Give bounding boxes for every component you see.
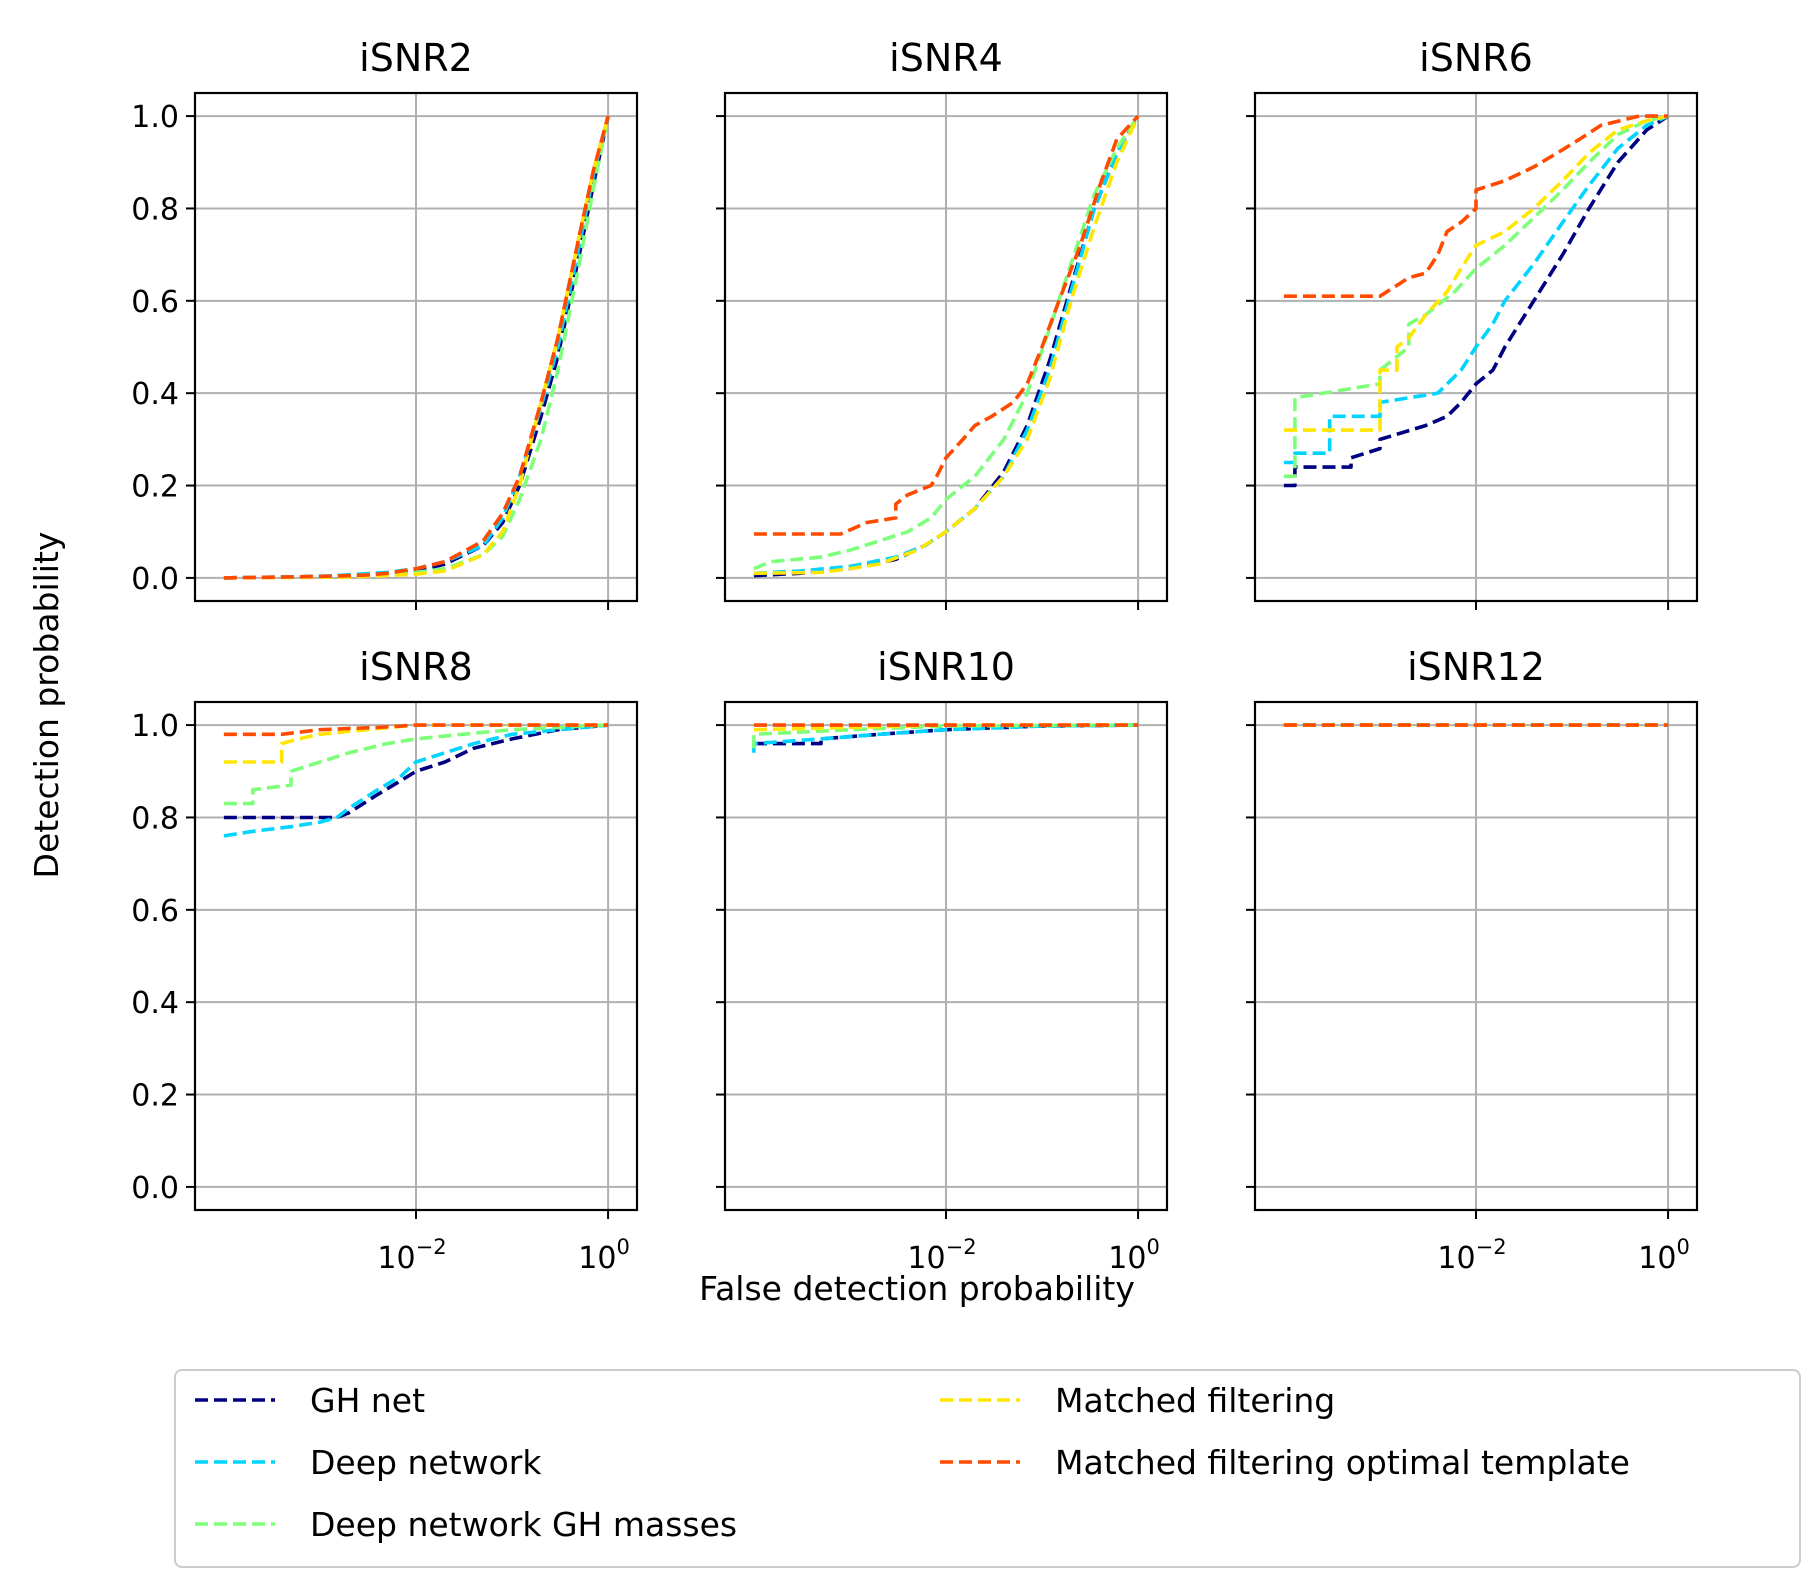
subplot-isnr2: 0.0 0.2 0.4 0.6 0.8 1.0 iSNR2 xyxy=(131,36,639,610)
series-line-matched-filtering-optimal-template xyxy=(223,723,609,737)
legend-entry: Deep network xyxy=(195,1443,542,1482)
y-tick-label: 0.6 xyxy=(131,894,179,929)
series-line-gh-net xyxy=(1283,114,1670,488)
series-group xyxy=(753,114,1140,578)
series-line-matched-filtering xyxy=(753,115,1140,576)
x-tick-label: 100 xyxy=(1638,1235,1690,1276)
y-tick-label: 1.0 xyxy=(131,709,179,744)
y-tick-label: 0.8 xyxy=(131,801,179,836)
x-tick-label: 100 xyxy=(1108,1235,1160,1276)
subplot-title: iSNR12 xyxy=(1407,645,1545,689)
series-line-deep-network-gh-masses xyxy=(1283,114,1669,479)
y-tick-label: 0.4 xyxy=(131,986,179,1021)
series-group xyxy=(223,723,609,838)
x-tick-label: 10−2 xyxy=(1437,1235,1506,1276)
subplot-title: iSNR10 xyxy=(877,645,1015,689)
legend: GH net Deep network Deep network GH masses… xyxy=(174,1369,1801,1568)
legend-label: Matched filtering xyxy=(1055,1381,1335,1420)
series-group xyxy=(223,115,610,580)
subplot-isnr6: iSNR6 xyxy=(1246,36,1699,610)
y-tick-label: 0.2 xyxy=(131,1079,179,1114)
series-line-matched-filtering-optimal-template xyxy=(753,114,1140,536)
y-axis-label: Detection probability xyxy=(27,532,66,879)
series-line-deep-network xyxy=(1283,114,1669,465)
subplot-title: iSNR6 xyxy=(1419,36,1533,80)
series-line-gh-net xyxy=(223,723,609,820)
y-tick-label: 0.0 xyxy=(131,562,179,597)
series-line-deep-network xyxy=(223,723,609,838)
subplot-isnr8: 0.0 0.2 0.4 0.6 0.8 1.0 10−2 100 iSNR8 xyxy=(131,645,639,1276)
series-line-matched-filtering-optimal-template xyxy=(1283,114,1669,298)
series-line-matched-filtering-optimal-template xyxy=(223,115,610,580)
legend-label: GH net xyxy=(310,1381,425,1420)
legend-entry: GH net xyxy=(195,1381,425,1420)
series-line-deep-network-gh-masses xyxy=(223,723,609,806)
subplot-title: iSNR2 xyxy=(359,36,473,80)
series-line-gh-net xyxy=(223,115,610,580)
y-tick-label: 0.8 xyxy=(131,192,179,227)
series-line-deep-network-gh-masses xyxy=(753,115,1140,571)
subplot-isnr10: 10−2 100 iSNR10 xyxy=(716,645,1169,1276)
subplot-title: iSNR8 xyxy=(359,645,473,689)
x-tick-label: 100 xyxy=(578,1235,630,1276)
y-tick-label: 0.0 xyxy=(131,1171,179,1206)
legend-entry: Deep network GH masses xyxy=(195,1505,737,1544)
legend-entry: Matched filtering optimal template xyxy=(940,1443,1630,1482)
legend-label: Deep network xyxy=(310,1443,542,1482)
legend-frame xyxy=(174,1369,1801,1568)
series-group xyxy=(752,723,1139,753)
x-axis-label: False detection probability xyxy=(699,1269,1135,1308)
subplot-isnr12: 10−2 100 iSNR12 xyxy=(1246,645,1699,1276)
subplot-isnr4: iSNR4 xyxy=(716,36,1169,610)
x-tick-label: 10−2 xyxy=(377,1235,446,1276)
series-line-matched-filtering xyxy=(223,723,609,764)
legend-entry: Matched filtering xyxy=(940,1381,1335,1420)
subplot-title: iSNR4 xyxy=(889,36,1003,80)
series-line-matched-filtering xyxy=(1283,114,1669,432)
y-tick-label: 0.4 xyxy=(131,377,179,412)
y-tick-label: 0.6 xyxy=(131,285,179,320)
series-group xyxy=(1283,114,1670,488)
legend-label: Deep network GH masses xyxy=(310,1505,737,1544)
legend-label: Matched filtering optimal template xyxy=(1055,1443,1630,1482)
y-tick-label: 0.2 xyxy=(131,470,179,505)
x-tick-label: 10−2 xyxy=(907,1235,976,1276)
y-tick-label: 1.0 xyxy=(131,100,179,135)
